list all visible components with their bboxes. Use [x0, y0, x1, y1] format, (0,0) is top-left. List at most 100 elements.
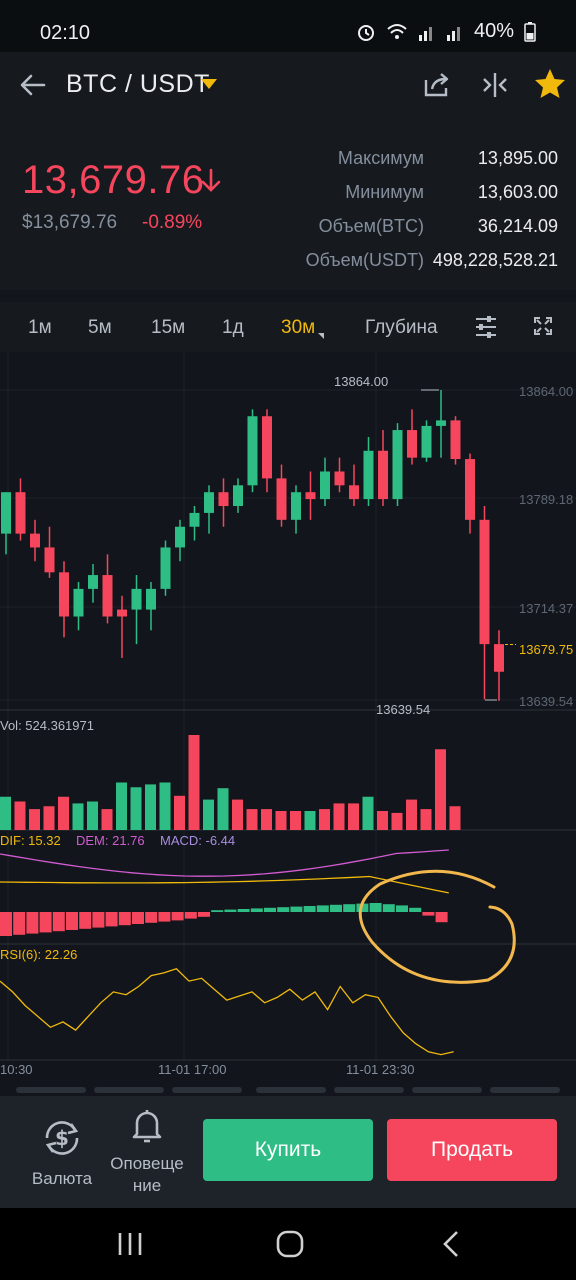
candle-body: [218, 492, 229, 507]
interval-1m[interactable]: 1м: [28, 317, 52, 338]
recent-apps-icon[interactable]: [117, 1232, 143, 1256]
volume-bar: [29, 809, 40, 830]
macd-dif-line: [0, 875, 449, 894]
y-tick-label: 13639.54: [519, 694, 574, 709]
macd-hist-bar: [303, 906, 316, 912]
volume-bar: [0, 796, 11, 830]
favorite-star-icon[interactable]: [533, 68, 567, 100]
candle-body: [407, 430, 417, 458]
interval-15m[interactable]: 15м: [151, 317, 186, 338]
interval-1d[interactable]: 1д: [222, 317, 244, 338]
compare-icon[interactable]: [481, 70, 509, 100]
candle-body: [320, 471, 330, 500]
time-axis-label: 10:30: [0, 1062, 33, 1077]
time-axis-label: 11-01 17:00: [158, 1062, 227, 1077]
interval-30m[interactable]: 30м: [281, 317, 316, 338]
interval-more-caret-icon[interactable]: [318, 333, 324, 339]
candle-body: [117, 609, 127, 617]
volume-bar: [377, 811, 388, 830]
macd-hist-bar: [316, 905, 329, 912]
change-percent: -0.89%: [142, 212, 203, 233]
macd-hist-bar: [198, 912, 210, 917]
buy-button[interactable]: Купить: [203, 1119, 373, 1181]
volume-bar: [275, 811, 287, 830]
macd-hist-bar: [132, 912, 144, 924]
volume-bar: [246, 809, 258, 830]
candle-body: [44, 547, 55, 573]
macd-hist-bar: [382, 904, 395, 912]
macd-hist-bar: [422, 912, 435, 916]
candle-body: [247, 416, 258, 486]
kline-chart[interactable]: 13864.00 13639.54 13864.00 13789.18 1371…: [0, 352, 576, 1088]
top-bar: BTC / USDT: [0, 52, 576, 118]
candle-body: [131, 588, 142, 610]
signal-icon-2: [446, 26, 460, 41]
tab-stub: [94, 1087, 164, 1093]
stats-list: Максимум 13,895.00 Минимум 13,603.00 Объем…: [278, 148, 558, 284]
volume-bar: [290, 811, 301, 830]
price-panel: 13,679.76 $13,679.76 -0.89% Максимум 13,8…: [0, 118, 576, 290]
back-arrow-icon[interactable]: [16, 68, 50, 102]
indicator-settings-icon[interactable]: [474, 314, 498, 340]
currency-button[interactable]: $ Валюта: [24, 1116, 100, 1189]
annotation-circle: [358, 869, 516, 984]
status-icons: 40%: [356, 20, 536, 43]
volume-bar: [130, 787, 142, 830]
stat-label: Максимум: [337, 148, 424, 168]
macd-hist-bar: [52, 912, 65, 932]
system-back-icon[interactable]: [441, 1230, 461, 1258]
candle-body: [73, 588, 84, 617]
macd-dem-line: [0, 849, 449, 877]
stat-row: Максимум 13,895.00: [278, 148, 558, 182]
stat-label: Объем(USDT): [305, 250, 424, 270]
macd-hist-bar: [290, 906, 303, 912]
stat-row: Объем(BTC) 36,214.09: [278, 216, 558, 250]
fullscreen-icon[interactable]: [533, 316, 553, 336]
y-tick-label: 13789.18: [519, 492, 574, 507]
interval-depth[interactable]: Глубина: [365, 317, 438, 338]
alert-label-line1: Оповеще: [110, 1154, 184, 1173]
macd-hist-bar: [184, 912, 197, 919]
macd-hist-bar: [13, 912, 26, 935]
candle-body: [450, 420, 461, 460]
candle-body: [363, 450, 374, 500]
macd-hist-bar: [171, 912, 184, 921]
macd-hist-bar: [145, 912, 158, 923]
candle-body: [88, 575, 98, 589]
high-price-label: 13864.00: [334, 374, 389, 389]
interval-5m[interactable]: 5м: [88, 317, 112, 338]
status-time: 02:10: [40, 22, 91, 44]
volume-bar: [72, 803, 84, 830]
home-icon[interactable]: [276, 1230, 304, 1258]
rsi-line: [0, 968, 454, 1056]
low-price-label: 13639.54: [376, 702, 431, 717]
candle-body: [189, 512, 200, 527]
macd-hist-bar: [435, 912, 448, 923]
volume-bar: [391, 812, 403, 830]
interval-bar: 1м 5м 15м 1д 30м Глубина: [0, 302, 576, 352]
macd-hist-bar: [330, 904, 342, 912]
volume-bar: [406, 799, 417, 830]
macd-hist-bar: [237, 909, 250, 912]
candle-body: [276, 478, 287, 520]
macd-hist-bar: [0, 912, 12, 936]
macd-hist-bar: [118, 912, 131, 926]
alert-button[interactable]: Оповеще ние: [104, 1106, 190, 1197]
volume-bar: [174, 795, 185, 830]
share-icon[interactable]: [422, 70, 452, 100]
sell-button[interactable]: Продать: [387, 1119, 557, 1181]
volume-bar: [449, 806, 461, 830]
bell-icon: [132, 1110, 162, 1143]
macd-hist-bar: [39, 912, 52, 933]
macd-hist-bar: [224, 909, 237, 912]
pair-title[interactable]: BTC / USDT: [66, 70, 210, 98]
pair-dropdown-caret-icon[interactable]: [201, 79, 217, 89]
tab-stub: [172, 1087, 242, 1093]
tab-stub: [334, 1087, 404, 1093]
volume-bar: [43, 806, 55, 830]
candle-body: [349, 485, 359, 500]
volume-bar: [232, 799, 243, 830]
currency-exchange-icon: $: [45, 1121, 79, 1155]
candle-body: [146, 588, 156, 610]
volume-bar: [319, 809, 330, 830]
